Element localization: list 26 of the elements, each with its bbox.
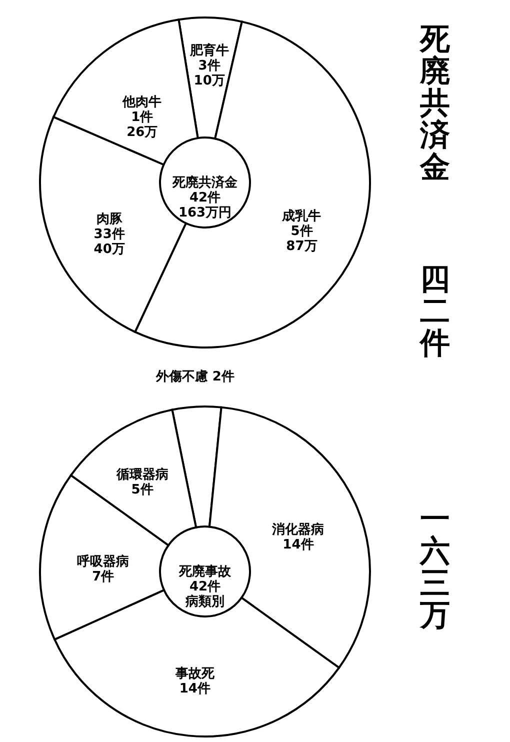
data-label: 3件 10万 — [194, 58, 225, 89]
slice-label: 事故死 — [174, 666, 216, 682]
text: 42件 — [189, 580, 221, 594]
text: 病類別 — [184, 594, 224, 610]
text: 死廃共済金 — [419, 22, 451, 185]
text: 42件 — [189, 190, 221, 206]
data-label: 5件 — [131, 482, 154, 498]
slice-label: 肥育牛 — [188, 42, 229, 59]
slice-label: 外傷不慮 2件 — [154, 370, 234, 385]
text: 四二件 — [419, 262, 450, 361]
slice-label: 循環器病 — [115, 466, 168, 483]
slice-label: 呼吸器病 — [77, 553, 130, 570]
text: 死廃共済金 — [172, 174, 238, 190]
data-label: 7件 — [92, 569, 114, 584]
data-label: 14件 — [282, 537, 314, 552]
text: 一六三万 — [419, 502, 450, 633]
slice-label: 肉豚 — [96, 212, 124, 227]
data-label: 5件 87万 — [286, 224, 318, 254]
text: 163万円 — [178, 206, 232, 220]
data-label: 33件 40万 — [94, 226, 125, 257]
data-label: 14件 — [179, 681, 210, 696]
slice-label: 他肉牛 — [122, 94, 162, 110]
slice-label: 成乳牛 — [281, 208, 322, 224]
slice-label: 消化器病 — [271, 521, 324, 538]
text: 死廃事故 — [178, 564, 232, 580]
data-label: 1件 26万 — [126, 110, 158, 140]
